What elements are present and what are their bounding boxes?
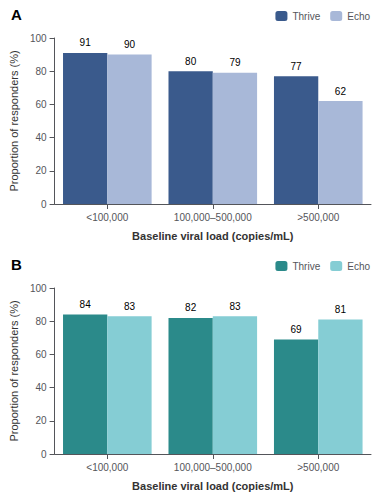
svg-text:Proportion of responders (%): Proportion of responders (%) (8, 50, 20, 191)
svg-text:Baseline viral load (copies/mL: Baseline viral load (copies/mL) (132, 480, 294, 492)
svg-text:69: 69 (291, 324, 303, 335)
svg-text:60: 60 (35, 349, 47, 360)
svg-text:90: 90 (124, 39, 136, 50)
svg-text:Baseline viral load (copies/mL: Baseline viral load (copies/mL) (132, 230, 294, 242)
svg-text:81: 81 (335, 304, 347, 315)
svg-text:100: 100 (30, 283, 47, 294)
svg-text:>500,000: >500,000 (297, 462, 339, 473)
svg-text:40: 40 (35, 132, 47, 143)
svg-text:83: 83 (229, 301, 241, 312)
svg-text:82: 82 (185, 302, 197, 313)
svg-text:40: 40 (35, 382, 47, 393)
svg-text:91: 91 (80, 37, 92, 48)
svg-text:83: 83 (124, 301, 136, 312)
svg-text:<100,000: <100,000 (86, 212, 128, 223)
svg-text:20: 20 (35, 415, 47, 426)
svg-text:>500,000: >500,000 (297, 212, 339, 223)
svg-text:84: 84 (80, 299, 92, 310)
svg-text:Proportion of responders (%): Proportion of responders (%) (8, 300, 20, 441)
svg-text:80: 80 (185, 56, 197, 67)
svg-text:Thrive: Thrive (292, 261, 320, 272)
svg-text:60: 60 (35, 99, 47, 110)
svg-text:Echo: Echo (347, 11, 370, 22)
svg-text:A: A (11, 6, 22, 23)
svg-text:Echo: Echo (347, 261, 370, 272)
svg-text:100,000–500,000: 100,000–500,000 (174, 462, 252, 473)
svg-text:0: 0 (41, 199, 47, 210)
svg-text:100: 100 (30, 33, 47, 44)
svg-text:B: B (11, 256, 22, 273)
svg-text:Thrive: Thrive (292, 11, 320, 22)
svg-text:80: 80 (35, 66, 47, 77)
svg-text:<100,000: <100,000 (86, 462, 128, 473)
svg-text:77: 77 (291, 61, 303, 72)
svg-text:0: 0 (41, 449, 47, 460)
svg-text:79: 79 (229, 57, 241, 68)
svg-text:80: 80 (35, 316, 47, 327)
svg-text:100,000–500,000: 100,000–500,000 (174, 212, 252, 223)
svg-text:20: 20 (35, 165, 47, 176)
svg-text:62: 62 (335, 86, 347, 97)
